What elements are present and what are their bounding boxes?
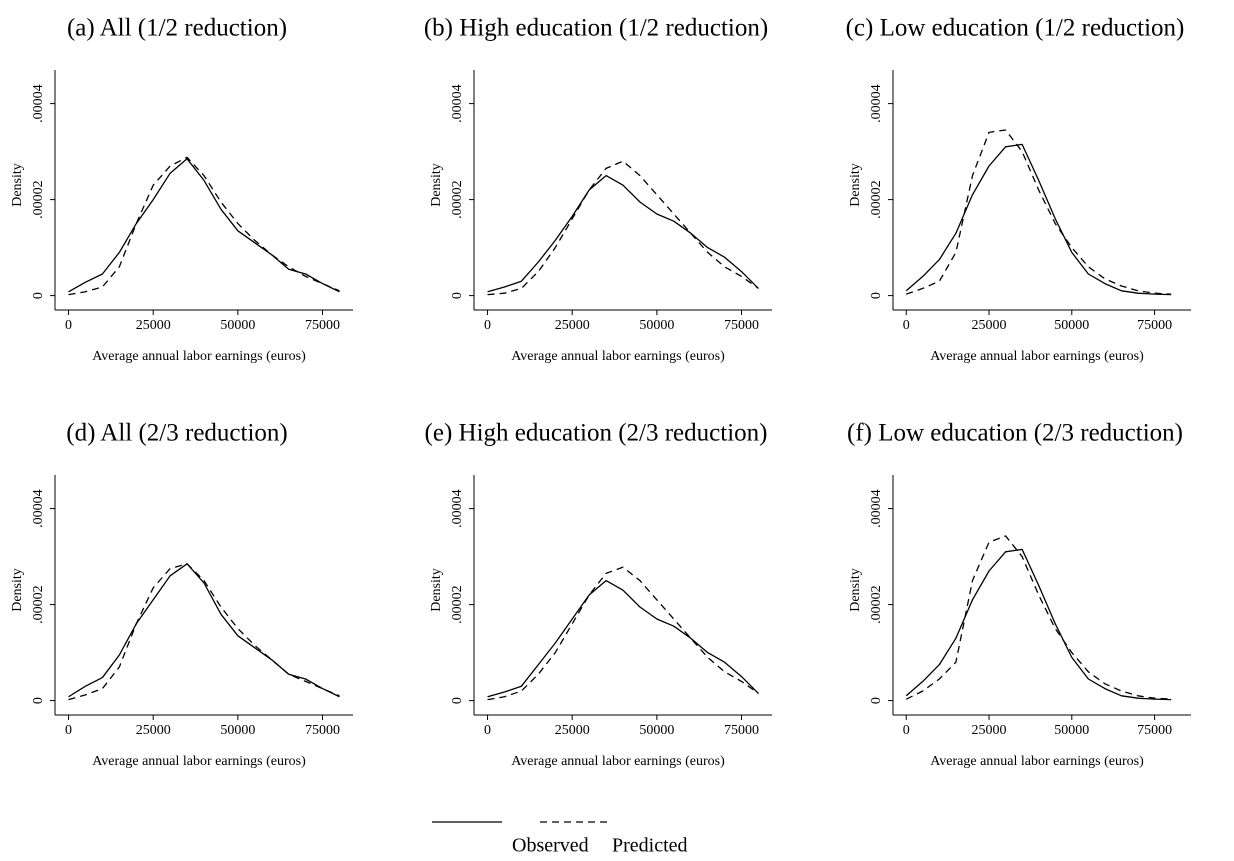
chart-title: (a) All (1/2 reduction) bbox=[67, 15, 287, 42]
y-tick-label: 0 bbox=[31, 697, 46, 704]
x-tick-label: 50000 bbox=[1054, 723, 1089, 738]
density-line bbox=[487, 566, 759, 701]
legend-label: Predicted bbox=[612, 835, 688, 857]
y-axis-label: Density bbox=[848, 568, 863, 612]
x-tick-label: 25000 bbox=[972, 318, 1007, 333]
y-tick-label: .00004 bbox=[869, 489, 884, 527]
x-tick-label: 0 bbox=[65, 723, 72, 738]
density-line bbox=[68, 563, 340, 698]
density-line bbox=[905, 548, 1172, 701]
x-tick-label: 75000 bbox=[1137, 318, 1172, 333]
density-line bbox=[487, 174, 759, 293]
x-tick-label: 0 bbox=[484, 318, 491, 333]
y-tick-label: .00002 bbox=[869, 180, 884, 219]
x-tick-label: 25000 bbox=[136, 318, 171, 333]
y-axis-label: Density bbox=[429, 568, 444, 612]
y-tick-label: .00004 bbox=[31, 489, 46, 527]
x-tick-label: 0 bbox=[484, 723, 491, 738]
y-axis-label: Density bbox=[848, 163, 863, 207]
y-tick-label: .00004 bbox=[450, 489, 465, 527]
y-tick-label: .00002 bbox=[450, 585, 465, 624]
x-axis-label: Average annual labor earnings (euros) bbox=[930, 754, 1144, 769]
density-line bbox=[487, 160, 759, 296]
chart-title: (b) High education (1/2 reduction) bbox=[424, 15, 768, 42]
chart-title: (e) High education (2/3 reduction) bbox=[425, 420, 768, 447]
density-line bbox=[68, 158, 340, 293]
y-tick-label: .00002 bbox=[31, 180, 46, 219]
x-tick-label: 50000 bbox=[639, 723, 674, 738]
density-line bbox=[905, 143, 1172, 296]
density-line bbox=[906, 129, 1172, 295]
y-tick-label: .00002 bbox=[31, 585, 46, 624]
x-axis-label: Average annual labor earnings (euros) bbox=[930, 349, 1144, 364]
y-tick-label: .00004 bbox=[869, 84, 884, 123]
x-tick-label: 25000 bbox=[555, 723, 590, 738]
y-tick-label: 0 bbox=[31, 292, 46, 299]
y-axis-label: Density bbox=[10, 568, 25, 612]
x-axis-label: Average annual labor earnings (euros) bbox=[511, 754, 725, 769]
y-axis-label: Density bbox=[10, 163, 25, 207]
y-tick-label: .00004 bbox=[450, 84, 465, 123]
x-tick-label: 75000 bbox=[724, 723, 759, 738]
chart-title: (d) All (2/3 reduction) bbox=[66, 420, 287, 447]
y-tick-label: 0 bbox=[869, 697, 884, 704]
legend-label: Observed bbox=[512, 835, 589, 857]
x-tick-label: 50000 bbox=[639, 318, 674, 333]
y-tick-label: .00004 bbox=[31, 84, 46, 123]
chart-title: (f) Low education (2/3 reduction) bbox=[847, 420, 1183, 447]
x-tick-label: 25000 bbox=[136, 723, 171, 738]
x-axis-label: Average annual labor earnings (euros) bbox=[92, 349, 306, 364]
y-tick-label: .00002 bbox=[869, 585, 884, 624]
y-tick-label: 0 bbox=[869, 292, 884, 299]
x-tick-label: 50000 bbox=[220, 318, 255, 333]
x-tick-label: 50000 bbox=[220, 723, 255, 738]
x-tick-label: 25000 bbox=[555, 318, 590, 333]
density-line bbox=[68, 563, 340, 701]
y-axis-label: Density bbox=[429, 163, 444, 207]
x-tick-label: 75000 bbox=[305, 723, 340, 738]
x-tick-label: 75000 bbox=[305, 318, 340, 333]
y-tick-label: 0 bbox=[450, 292, 465, 299]
x-tick-label: 0 bbox=[903, 723, 910, 738]
x-tick-label: 0 bbox=[903, 318, 910, 333]
y-tick-label: .00002 bbox=[450, 180, 465, 219]
density-line bbox=[905, 535, 1172, 700]
x-tick-label: 50000 bbox=[1054, 318, 1089, 333]
x-axis-label: Average annual labor earnings (euros) bbox=[511, 349, 725, 364]
x-tick-label: 25000 bbox=[972, 723, 1007, 738]
x-tick-label: 75000 bbox=[724, 318, 759, 333]
density-line bbox=[487, 579, 759, 698]
density-line bbox=[68, 156, 340, 296]
chart-title: (c) Low education (1/2 reduction) bbox=[846, 15, 1185, 42]
x-axis-label: Average annual labor earnings (euros) bbox=[92, 754, 306, 769]
x-tick-label: 0 bbox=[65, 318, 72, 333]
x-tick-label: 75000 bbox=[1137, 723, 1172, 738]
y-tick-label: 0 bbox=[450, 697, 465, 704]
